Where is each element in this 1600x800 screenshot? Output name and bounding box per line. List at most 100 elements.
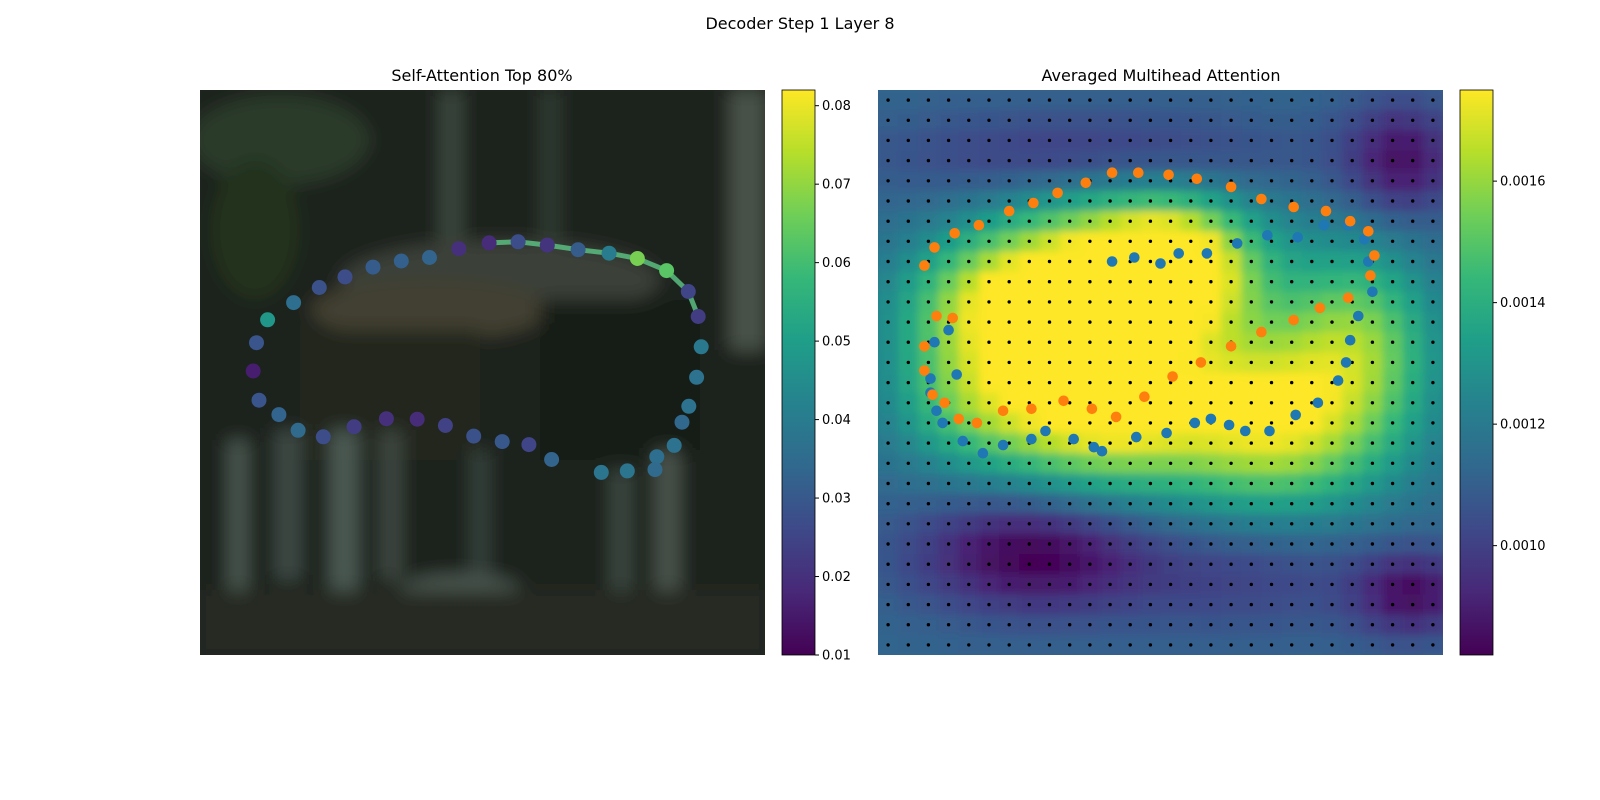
grid-dot [1209, 320, 1213, 324]
grid-dot [1007, 179, 1011, 183]
grid-dot [1290, 380, 1294, 385]
grid-dot [1290, 219, 1294, 223]
grid-dot [1148, 340, 1153, 344]
grid-dot [1310, 441, 1314, 445]
grid-dot [967, 300, 971, 304]
grid-dot [1007, 280, 1011, 284]
grid-dot [1128, 623, 1132, 627]
orange-series-point-20 [1342, 292, 1354, 304]
heatmap-cell [1019, 655, 1040, 676]
grid-dot [1088, 320, 1092, 324]
grid-dot [1148, 461, 1153, 465]
grid-dot [1370, 421, 1375, 425]
grid-dot [1088, 623, 1092, 627]
grid-dot [1330, 522, 1334, 526]
grid-dot [886, 179, 890, 183]
heatmap-cell [1301, 90, 1323, 91]
grid-dot [1068, 98, 1072, 102]
grid-dot [1007, 98, 1011, 102]
grid-dot [1148, 259, 1153, 264]
grid-dot [1189, 158, 1193, 163]
left-plot-area [200, 90, 765, 655]
grid-dot [1209, 158, 1213, 163]
heatmap-cell [878, 533, 879, 555]
grid-dot [886, 643, 890, 647]
orange-series-point-7 [971, 417, 983, 429]
blue-series-point-40 [1106, 256, 1118, 267]
grid-dot [1229, 280, 1233, 284]
grid-dot [1108, 441, 1112, 445]
grid-dot [1027, 179, 1032, 183]
grid-dot [1148, 481, 1153, 486]
blue-series-point-16 [1161, 427, 1172, 439]
blue-series-point-8 [977, 447, 989, 459]
grid-dot [1370, 522, 1375, 526]
orange-series-point-8 [997, 405, 1009, 417]
grid-dot [1330, 502, 1334, 506]
grid-dot [1370, 623, 1375, 627]
grid-dot [1047, 300, 1052, 304]
grid-dot [1088, 380, 1092, 385]
grid-dot [1068, 179, 1072, 183]
grid-dot [1249, 401, 1254, 405]
grid-dot [1370, 300, 1375, 304]
grid-dot [1068, 219, 1072, 223]
grid-dot [1350, 461, 1354, 465]
grid-dot [1148, 138, 1153, 143]
grid-dot [1310, 158, 1314, 163]
grid-dots [886, 98, 1435, 647]
colorbar-tick-label: 0.07 [822, 178, 851, 193]
grid-dot [1108, 643, 1112, 647]
grid-dot [926, 643, 931, 647]
grid-dot [1290, 421, 1294, 425]
grid-dot [1108, 582, 1112, 587]
grid-dot [1007, 300, 1011, 304]
grid-dot [1148, 643, 1153, 647]
grid-dot [1431, 380, 1435, 385]
attention-point-12 [601, 245, 617, 261]
grid-dot [1088, 98, 1092, 102]
grid-dot [1088, 199, 1092, 203]
grid-dot [946, 461, 951, 465]
heatmap-cell [1161, 655, 1182, 676]
colorbar-tick-label: 0.01 [822, 649, 851, 664]
grid-dot [926, 158, 931, 163]
grid-dot [1229, 643, 1233, 647]
grid-dot [1108, 300, 1112, 304]
grid-dot [987, 199, 991, 203]
grid-dot [1068, 380, 1072, 385]
grid-dot [1370, 280, 1375, 284]
grid-dot [1229, 239, 1233, 243]
blue-series-point-35 [1231, 238, 1243, 249]
grid-dot [926, 300, 931, 304]
grid-dot [967, 158, 971, 163]
grid-dot [1370, 582, 1375, 587]
orange-series-point-37 [973, 219, 985, 231]
grid-dot [906, 542, 910, 546]
grid-dot [1088, 582, 1092, 587]
attention-point-13 [629, 251, 645, 266]
grid-dot [967, 481, 971, 486]
grid-dot [886, 219, 890, 223]
heatmap-cell [1302, 655, 1323, 676]
grid-dot [1411, 300, 1415, 304]
grid-dot [1370, 502, 1375, 506]
heatmap-cell [1201, 655, 1222, 676]
grid-dot [886, 320, 890, 324]
heatmap-cell [1403, 655, 1424, 676]
grid-dot [1108, 138, 1112, 143]
grid-dot [967, 502, 971, 506]
grid-dot [1189, 461, 1193, 465]
grid-dot [1269, 340, 1274, 344]
heatmap-cell [1342, 90, 1363, 91]
grid-dot [1431, 259, 1435, 264]
grid-dot [1168, 502, 1173, 506]
grid-dot [987, 401, 991, 405]
grid-dot [1209, 360, 1213, 365]
grid-dot [1189, 623, 1193, 627]
grid-dot [1350, 502, 1354, 506]
grid-dot [1370, 562, 1375, 566]
grid-dot [1390, 219, 1395, 223]
grid-dot [1229, 441, 1233, 445]
grid-dot [926, 239, 931, 243]
